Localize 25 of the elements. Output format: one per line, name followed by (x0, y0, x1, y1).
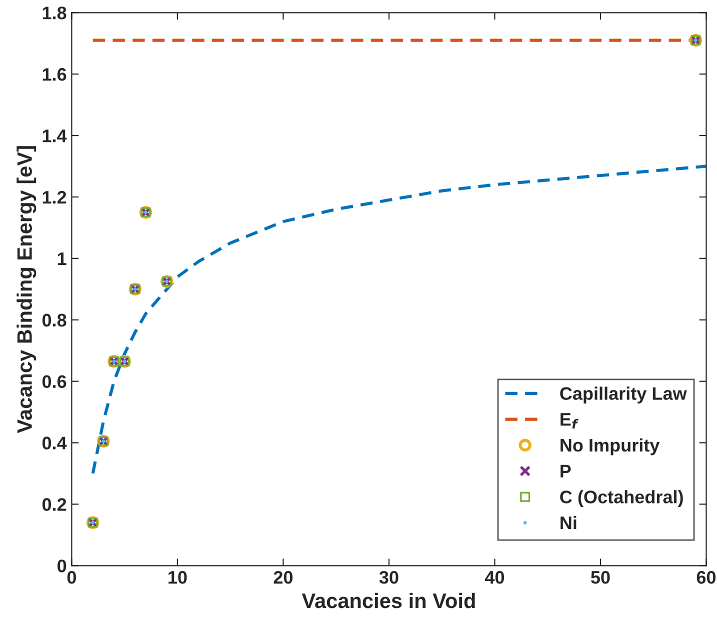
y-tick-label: 0 (58, 560, 66, 572)
y-tick-label: 0.2 (42, 498, 66, 511)
legend-label: Ni (560, 516, 576, 530)
x-tick-label: 10 (168, 570, 187, 584)
x-tick-label: 20 (274, 570, 293, 584)
y-tick-label: 1.2 (42, 190, 66, 204)
x-tick-label: 50 (591, 570, 610, 584)
y-axis-title: Vacancy Binding Energy [eV] (16, 146, 36, 434)
legend-label: Capillarity Law (560, 386, 687, 404)
y-tick-label: 1.4 (42, 130, 67, 142)
x-tick-label: 40 (484, 570, 504, 584)
y-tick-label: 0.8 (42, 314, 66, 327)
y-tick-label: 1.8 (42, 6, 66, 20)
x-tick-label: 30 (379, 570, 398, 584)
x-tick-label: 60 (696, 570, 716, 584)
y-tick-label: 0.6 (42, 375, 66, 388)
legend-label: P (560, 464, 571, 478)
y-tick-label: 1.6 (42, 68, 66, 81)
legend-label: C (Octahedral) (560, 490, 683, 507)
legend-label: No Impurity (560, 438, 660, 456)
y-tick-label: 1 (58, 252, 66, 265)
x-axis-title: Vacancies in Void (302, 592, 475, 608)
x-tick-label: 0 (67, 570, 76, 584)
y-tick-label: 0.4 (42, 436, 67, 450)
legend-label: E$_{f}$ (560, 413, 578, 429)
